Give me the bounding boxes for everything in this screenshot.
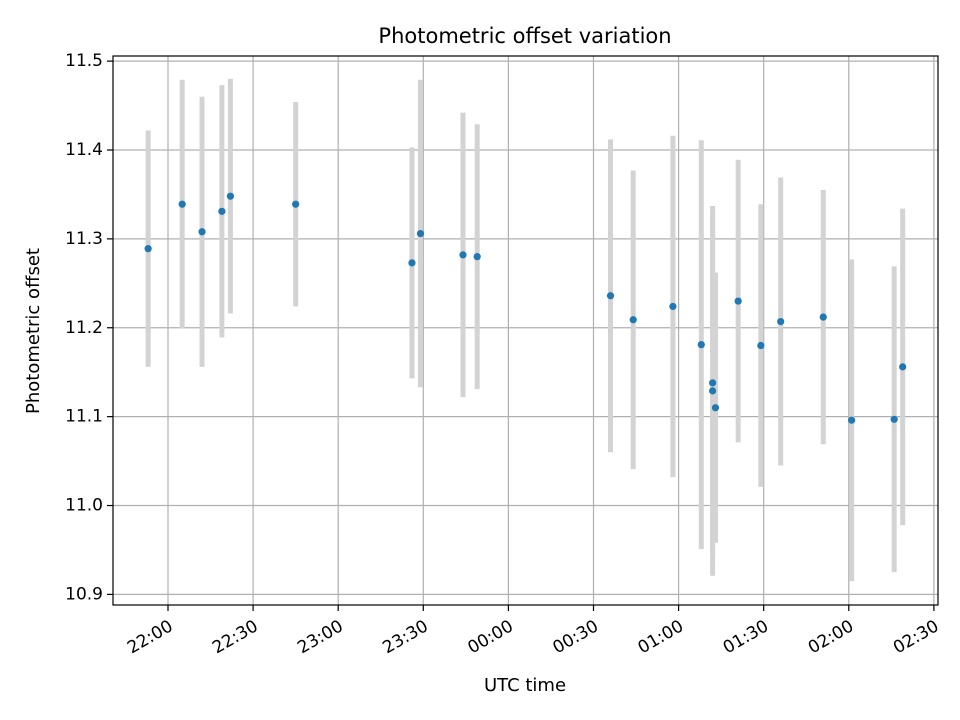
- data-point: [144, 245, 152, 253]
- data-point: [734, 297, 742, 305]
- y-tick-label: 11.0: [65, 496, 103, 516]
- data-point: [178, 200, 186, 208]
- data-point: [606, 292, 615, 300]
- data-point: [709, 379, 717, 387]
- data-point: [669, 302, 677, 311]
- data-point: [890, 415, 898, 423]
- y-tick-label: 11.3: [65, 229, 103, 249]
- data-point: [218, 207, 226, 215]
- chart-title: Photometric offset variation: [378, 24, 671, 48]
- point-layer: [144, 192, 907, 424]
- y-tick-label: 10.9: [65, 584, 103, 604]
- data-point: [757, 341, 765, 350]
- y-axis: 10.9 11.0 11.1 11.2 11.3 11.4 11.5: [65, 51, 113, 604]
- data-point: [899, 363, 907, 371]
- data-point: [473, 253, 481, 261]
- x-axis-title: UTC time: [484, 675, 566, 696]
- y-axis-title: Photometric offset: [23, 248, 44, 414]
- data-point: [819, 313, 827, 321]
- y-tick-label: 11.1: [65, 407, 103, 427]
- data-point: [226, 192, 235, 200]
- data-point: [697, 341, 705, 349]
- data-point: [292, 200, 300, 208]
- plot-frame: [112, 55, 939, 606]
- data-point: [459, 251, 467, 259]
- data-point: [198, 228, 206, 236]
- data-point: [408, 259, 416, 267]
- data-point: [777, 317, 785, 326]
- data-point: [711, 404, 720, 412]
- y-tick-label: 11.4: [65, 140, 103, 160]
- data-point: [629, 316, 637, 324]
- y-tick-label: 11.5: [65, 51, 103, 71]
- y-tick-label: 11.2: [65, 318, 103, 338]
- data-point: [848, 416, 856, 424]
- grid-layer: [113, 56, 938, 605]
- data-point: [416, 229, 425, 238]
- data-point: [709, 387, 717, 395]
